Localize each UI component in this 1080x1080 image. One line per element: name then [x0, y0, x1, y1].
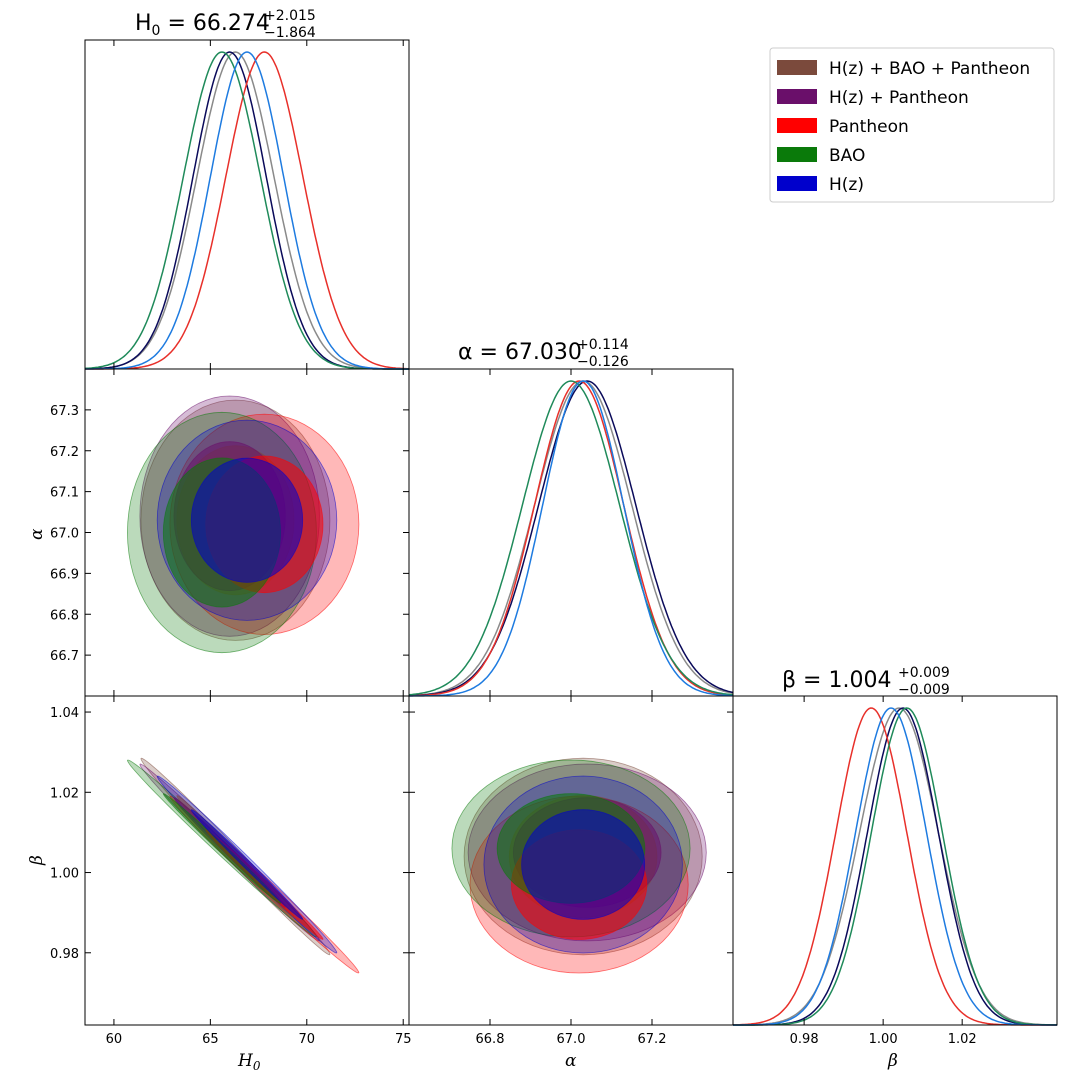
xlabel-h0: H0: [237, 1051, 261, 1073]
ytick-label-alpha: 67.1: [50, 486, 79, 501]
panel-alpha-1d: [408, 380, 734, 697]
panel-beta-vs-alpha: [451, 757, 707, 974]
contour-1sigma-H0-alpha-h-z: [190, 457, 304, 583]
title-h0-err-minus: −1.864: [264, 25, 316, 41]
contour-1sigma-H0-beta-h-z: [190, 809, 304, 920]
ylabel-beta: β: [27, 855, 47, 866]
xlabel-beta: β: [887, 1051, 898, 1071]
curve-beta-h-z-pantheon: [733, 707, 1057, 1026]
frame-alpha-1d: [408, 368, 734, 697]
legend-swatch-h-z-pantheon: [777, 89, 817, 104]
legend-label-pantheon: Pantheon: [829, 117, 909, 137]
curve-beta-bao: [733, 707, 1058, 1026]
ytick-label-beta: 1.02: [50, 786, 79, 801]
curve-H0-bao: [84, 51, 409, 370]
ytick-label-alpha: 67.0: [50, 527, 79, 542]
frame-beta-1d: [732, 695, 1058, 1026]
curve-alpha-pantheon: [409, 380, 734, 697]
frame-h0-1d: [84, 39, 410, 370]
contour-1sigma-H0-beta-bao: [162, 793, 282, 904]
curve-H0-pantheon: [85, 51, 409, 370]
curve-beta-pantheon: [733, 707, 1057, 1026]
curve-alpha-h-z-pantheon: [409, 380, 734, 697]
legend-label-h-z: H(z): [829, 175, 864, 195]
curve-beta-h-z-bao-pantheon: [732, 707, 1057, 1026]
curve-alpha-h-z: [409, 380, 734, 697]
xtick-label-beta: 1.02: [948, 1032, 977, 1047]
contour-1sigma-alpha-beta-h-z: [521, 809, 646, 920]
panel-h0-1d: [84, 51, 409, 370]
legend-label-h-z-pantheon: H(z) + Pantheon: [829, 88, 969, 108]
ytick-label-beta: 1.04: [50, 706, 79, 721]
legend-box: [769, 47, 1055, 203]
title-h0-err-plus: +2.015: [264, 8, 316, 24]
ylabel-alpha: α: [27, 528, 47, 540]
legend-swatch-h-z-bao-pantheon: [777, 60, 817, 75]
ytick-label-beta: 0.98: [50, 947, 79, 962]
xtick-label-alpha: 66.8: [476, 1032, 505, 1047]
legend-label-h-z-bao-pantheon: H(z) + BAO + Pantheon: [829, 59, 1030, 79]
title-beta-err-minus: −0.009: [898, 682, 950, 698]
ytick-label-alpha: 67.3: [50, 404, 79, 419]
ytick-label-alpha: 66.9: [50, 567, 79, 582]
xtick-label-H0: 65: [202, 1032, 219, 1047]
panel-alpha-vs-h0: [126, 395, 360, 654]
title-h0: H0 = 66.274: [135, 11, 270, 39]
panel-beta-1d: [732, 707, 1058, 1026]
xtick-label-beta: 0.98: [790, 1032, 819, 1047]
legend-swatch-bao: [777, 147, 817, 162]
curve-alpha-h-z-bao-pantheon: [408, 380, 734, 697]
title-beta: β = 1.004: [782, 668, 891, 693]
ytick-label-alpha: 66.7: [50, 649, 79, 664]
legend-swatch-pantheon: [777, 118, 817, 133]
xtick-label-alpha: 67.2: [638, 1032, 667, 1047]
curve-alpha-bao: [408, 380, 734, 696]
xtick-label-alpha: 67.0: [557, 1032, 586, 1047]
xtick-label-beta: 1.00: [869, 1032, 898, 1047]
panel-beta-vs-h0: [126, 757, 360, 974]
title-alpha-err-minus: −0.126: [577, 354, 629, 370]
curve-H0-h-z-pantheon: [84, 51, 409, 370]
curve-beta-h-z: [733, 707, 1057, 1026]
tick-marks: 60 65 70 75 66.8 67.0 67.2 0.98 1.00 1.02 66.7 66.8…: [50, 40, 977, 1047]
legend: H(z) + BAO + Pantheon H(z) + Pantheon Pant…: [769, 47, 1055, 203]
title-beta-err-plus: +0.009: [898, 665, 950, 681]
title-alpha-err-plus: +0.114: [577, 337, 629, 353]
xtick-label-H0: 60: [106, 1032, 123, 1047]
curve-H0-h-z-bao-pantheon: [85, 51, 409, 370]
xlabel-alpha: α: [565, 1051, 577, 1071]
legend-label-bao: BAO: [829, 146, 865, 166]
curve-H0-h-z: [85, 51, 409, 370]
xtick-label-H0: 70: [299, 1032, 316, 1047]
title-alpha: α = 67.030: [458, 340, 582, 365]
ytick-label-alpha: 67.2: [50, 445, 79, 460]
legend-swatch-h-z: [777, 176, 817, 191]
ytick-label-beta: 1.00: [50, 867, 79, 882]
ytick-label-alpha: 66.8: [50, 608, 79, 623]
xtick-label-H0: 75: [395, 1032, 412, 1047]
